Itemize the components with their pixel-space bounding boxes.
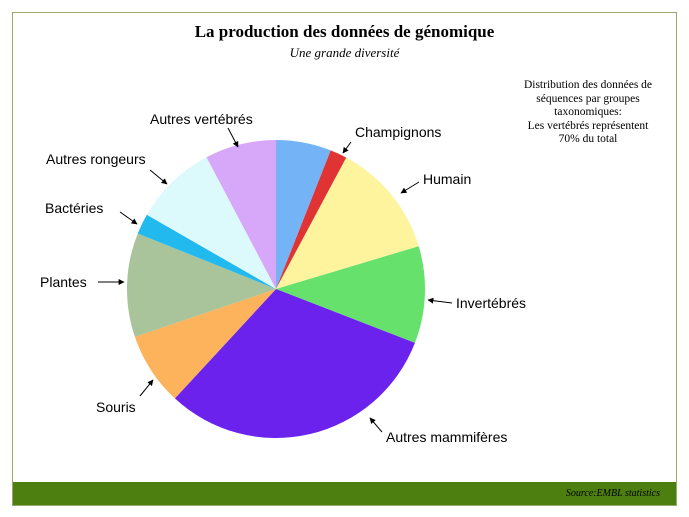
slice-label: Autres mammifères <box>386 429 507 445</box>
chart-subtitle: Une grande diversité <box>289 45 400 60</box>
label-arrow <box>139 379 154 397</box>
note-line: séquences par groupes <box>536 92 640 105</box>
label-arrow <box>342 141 352 154</box>
note-line: Les vertébrés représentent <box>527 119 649 132</box>
label-arrow <box>149 169 168 185</box>
pie-slice <box>137 214 276 289</box>
label-arrow <box>119 211 138 225</box>
label-arrow <box>369 417 383 433</box>
pie-slice <box>276 150 347 289</box>
slice-label: Bactéries <box>45 200 103 216</box>
note-line: taxonomiques: <box>554 106 622 118</box>
footer-bar: Source:EMBL statistics <box>13 482 676 505</box>
note-line: 70% du total <box>558 133 618 145</box>
label-arrow <box>427 297 453 304</box>
pie-slice <box>276 140 331 289</box>
source-credit: Source:EMBL statistics <box>565 488 660 499</box>
pie-slice <box>126 233 276 337</box>
label-arrow <box>227 127 239 148</box>
slice-label: Autres vertébrés <box>150 111 253 127</box>
chart-title: La production des données de génomique <box>194 22 495 41</box>
slice-label: Autres rongeurs <box>46 151 146 167</box>
label-arrow <box>400 181 420 194</box>
pie-slice <box>146 157 276 289</box>
note-line: Distribution des données de <box>523 79 653 91</box>
distribution-note: Distribution des données de séquences pa… <box>505 79 671 147</box>
slice-label: Invertébrés <box>456 295 526 311</box>
slice-label: Humain <box>423 171 471 187</box>
slice-label: Champignons <box>355 124 441 140</box>
slice-label: Souris <box>96 399 136 415</box>
pie-slice <box>276 157 419 289</box>
pie-slice <box>134 289 276 399</box>
slice-label: Plantes <box>40 274 87 290</box>
pie-slice <box>276 246 425 343</box>
pie-slice <box>174 289 415 438</box>
pie-slice <box>206 140 276 289</box>
